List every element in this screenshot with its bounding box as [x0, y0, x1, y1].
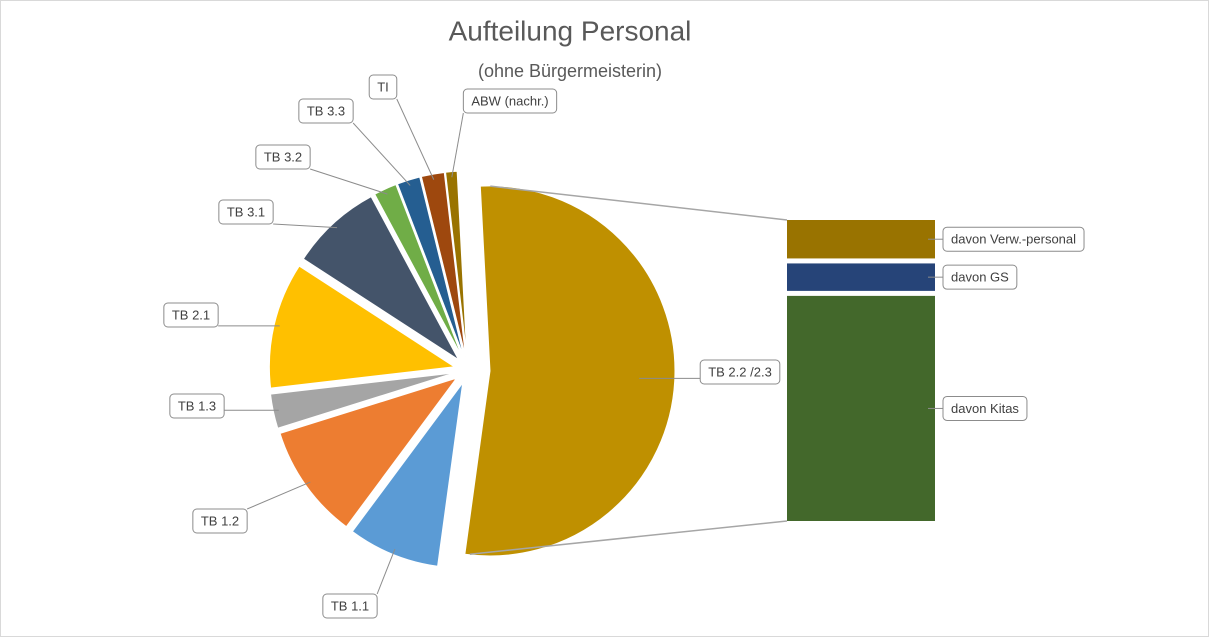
data-label: TI	[377, 79, 389, 94]
data-label: TB 1.1	[331, 598, 369, 613]
leader-line	[309, 168, 388, 195]
data-label-box	[942, 264, 1018, 290]
leader-line	[376, 548, 396, 595]
data-label-box	[192, 508, 248, 534]
data-label-box	[368, 74, 398, 100]
leader-line	[273, 223, 338, 229]
data-label-box	[163, 302, 219, 328]
data-label: davon GS	[951, 270, 1009, 285]
bar-segment	[787, 220, 935, 259]
data-label-box	[169, 393, 225, 419]
data-label: TB 1.2	[201, 513, 239, 528]
pie-slice	[420, 171, 467, 357]
pie-slice	[396, 176, 465, 357]
data-label: TB 3.1	[227, 204, 265, 219]
data-label-box	[699, 359, 781, 385]
data-label-box	[218, 199, 274, 225]
data-label-box	[942, 226, 1085, 252]
chart-title: Aufteilung Personal	[449, 15, 692, 46]
data-label: davon Verw.-personal	[951, 232, 1076, 247]
data-label: TB 1.3	[178, 398, 216, 413]
connector-line	[490, 185, 788, 221]
data-label: TB 3.3	[307, 103, 345, 118]
data-label-box	[942, 395, 1028, 421]
pie-slice	[268, 265, 456, 389]
leader-line	[352, 122, 411, 186]
data-label: davon Kitas	[951, 401, 1019, 416]
data-label: TB 2.1	[172, 307, 210, 322]
bar-segment	[787, 295, 935, 521]
data-label-box	[322, 593, 378, 619]
data-label: TB 2.2 /2.3	[708, 364, 772, 379]
pie-slice	[445, 170, 468, 357]
data-label: ABW (nachr.)	[471, 93, 548, 108]
leader-line	[396, 98, 435, 180]
pie-slice	[374, 183, 463, 358]
pie-slice	[269, 372, 455, 429]
data-label-box	[462, 88, 558, 114]
bar-segment	[787, 263, 935, 291]
data-label-box	[255, 144, 311, 170]
leader-line	[246, 481, 311, 510]
data-label-box	[298, 98, 354, 124]
pie-slice	[302, 195, 459, 361]
data-label: TB 3.2	[264, 149, 302, 164]
connector-line	[469, 520, 788, 555]
leader-line	[451, 112, 464, 178]
pie-slice	[279, 377, 458, 528]
chart-subtitle: (ohne Bürgermeisterin)	[478, 61, 662, 81]
